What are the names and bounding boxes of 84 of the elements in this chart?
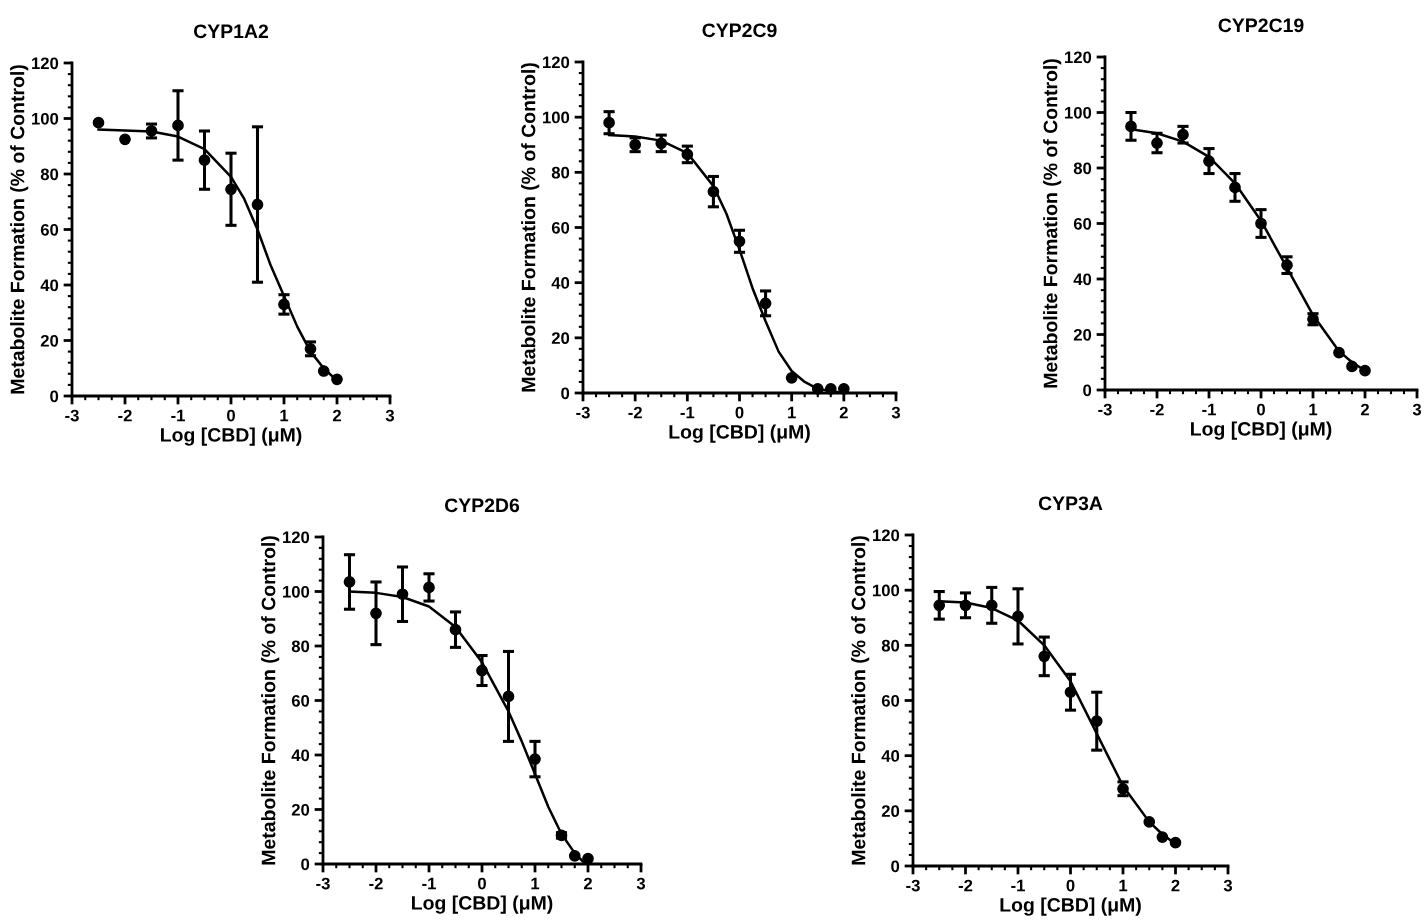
x-tick-label: 1 <box>1119 879 1128 892</box>
y-tick-label: 0 <box>50 390 59 403</box>
x-tick-label: 1 <box>788 406 796 419</box>
y-tick-label: 0 <box>561 387 570 400</box>
y-tick-label: 120 <box>873 529 900 542</box>
chart-title: CYP2C9 <box>702 23 777 38</box>
y-tick-label: 100 <box>32 112 59 125</box>
x-tick-label: -1 <box>1202 403 1216 416</box>
y-tick-label: 100 <box>1065 106 1092 119</box>
y-tick-label: 80 <box>40 168 59 181</box>
chart-title: CYP2C19 <box>1218 18 1304 33</box>
y-tick-label: 20 <box>40 334 59 347</box>
y-tick-label: 40 <box>40 279 59 292</box>
x-tick-label: 3 <box>1223 879 1233 892</box>
x-tick-label: 3 <box>1412 403 1422 416</box>
y-tick-label: 100 <box>283 585 310 598</box>
y-tick-label: 100 <box>873 584 900 597</box>
y-tick-label: 0 <box>301 858 310 871</box>
x-tick-label: 2 <box>332 409 341 422</box>
y-tick-label: 120 <box>1065 51 1092 64</box>
x-tick-label: 0 <box>227 409 235 422</box>
y-tick-label: 20 <box>291 803 310 816</box>
y-tick-label: 0 <box>891 860 900 873</box>
x-tick-label: 2 <box>1360 403 1369 416</box>
x-tick-label: -1 <box>422 877 436 890</box>
y-tick-label: 40 <box>551 277 570 289</box>
x-axis-title: Log [CBD] (μM) <box>1191 421 1332 440</box>
x-tick-label: 2 <box>583 877 592 890</box>
x-tick-label: -2 <box>118 409 132 422</box>
x-tick-label: 0 <box>1257 403 1265 416</box>
x-tick-label: 2 <box>1171 879 1180 892</box>
y-axis-title: Metabolite Formation (% of Control) <box>521 63 540 392</box>
y-axis-title: Metabolite Formation (% of Control) <box>851 536 870 865</box>
y-tick-label: 60 <box>291 694 310 707</box>
x-tick-label: -2 <box>369 877 383 890</box>
y-tick-label: 80 <box>1073 162 1092 175</box>
x-tick-label: -3 <box>65 409 79 422</box>
x-tick-label: -3 <box>576 406 590 419</box>
x-axis-title: Log [CBD] (μM) <box>1000 897 1141 916</box>
x-tick-label: 1 <box>1309 403 1318 416</box>
x-tick-label: -2 <box>628 406 642 419</box>
y-tick-label: 40 <box>1073 273 1092 286</box>
x-axis-title: Log [CBD] (μM) <box>412 895 553 914</box>
x-tick-label: 0 <box>478 877 486 890</box>
x-tick-label: -2 <box>1150 403 1164 416</box>
x-tick-label: 3 <box>891 406 901 419</box>
x-tick-label: -3 <box>906 879 920 892</box>
y-tick-label: 100 <box>543 111 570 124</box>
x-tick-label: 3 <box>385 409 395 422</box>
y-tick-label: 80 <box>291 640 310 653</box>
y-tick-label: 40 <box>881 750 900 762</box>
chart-title: CYP1A2 <box>193 24 269 39</box>
y-tick-label: 60 <box>881 694 900 707</box>
x-axis-title: Log [CBD] (μM) <box>161 427 302 446</box>
chart-title: CYP2D6 <box>444 498 520 513</box>
y-tick-label: 80 <box>551 166 570 179</box>
x-tick-label: 0 <box>735 406 744 419</box>
x-tick-label: 2 <box>839 406 848 419</box>
y-tick-label: 60 <box>551 221 570 234</box>
x-tick-label: 1 <box>531 877 540 890</box>
y-tick-label: 120 <box>283 531 310 544</box>
x-tick-label: -1 <box>1011 879 1025 892</box>
x-tick-label: -3 <box>1098 403 1112 416</box>
y-tick-label: 60 <box>1073 217 1092 230</box>
x-tick-label: -1 <box>680 406 695 419</box>
x-tick-label: 3 <box>636 877 646 890</box>
chart-title: CYP3A <box>1038 496 1103 511</box>
y-tick-label: 120 <box>543 56 570 69</box>
y-tick-label: 40 <box>291 749 310 762</box>
x-tick-label: -1 <box>171 409 185 422</box>
y-tick-label: 0 <box>1083 384 1092 397</box>
y-axis-title: Metabolite Formation (% of Control) <box>261 536 280 865</box>
y-tick-label: 20 <box>1073 328 1092 341</box>
x-tick-label: -3 <box>316 877 330 890</box>
x-axis-title: Log [CBD] (μM) <box>669 424 810 443</box>
x-tick-label: 1 <box>280 409 289 422</box>
x-tick-label: -2 <box>958 879 973 892</box>
y-tick-label: 80 <box>881 639 900 652</box>
y-axis-title: Metabolite Formation (% of Control) <box>10 65 29 394</box>
y-tick-label: 20 <box>881 805 900 818</box>
y-tick-label: 20 <box>551 332 570 345</box>
y-tick-label: 60 <box>40 223 59 236</box>
y-axis-title: Metabolite Formation (% of Control) <box>1043 59 1062 388</box>
y-tick-label: 120 <box>32 57 59 70</box>
